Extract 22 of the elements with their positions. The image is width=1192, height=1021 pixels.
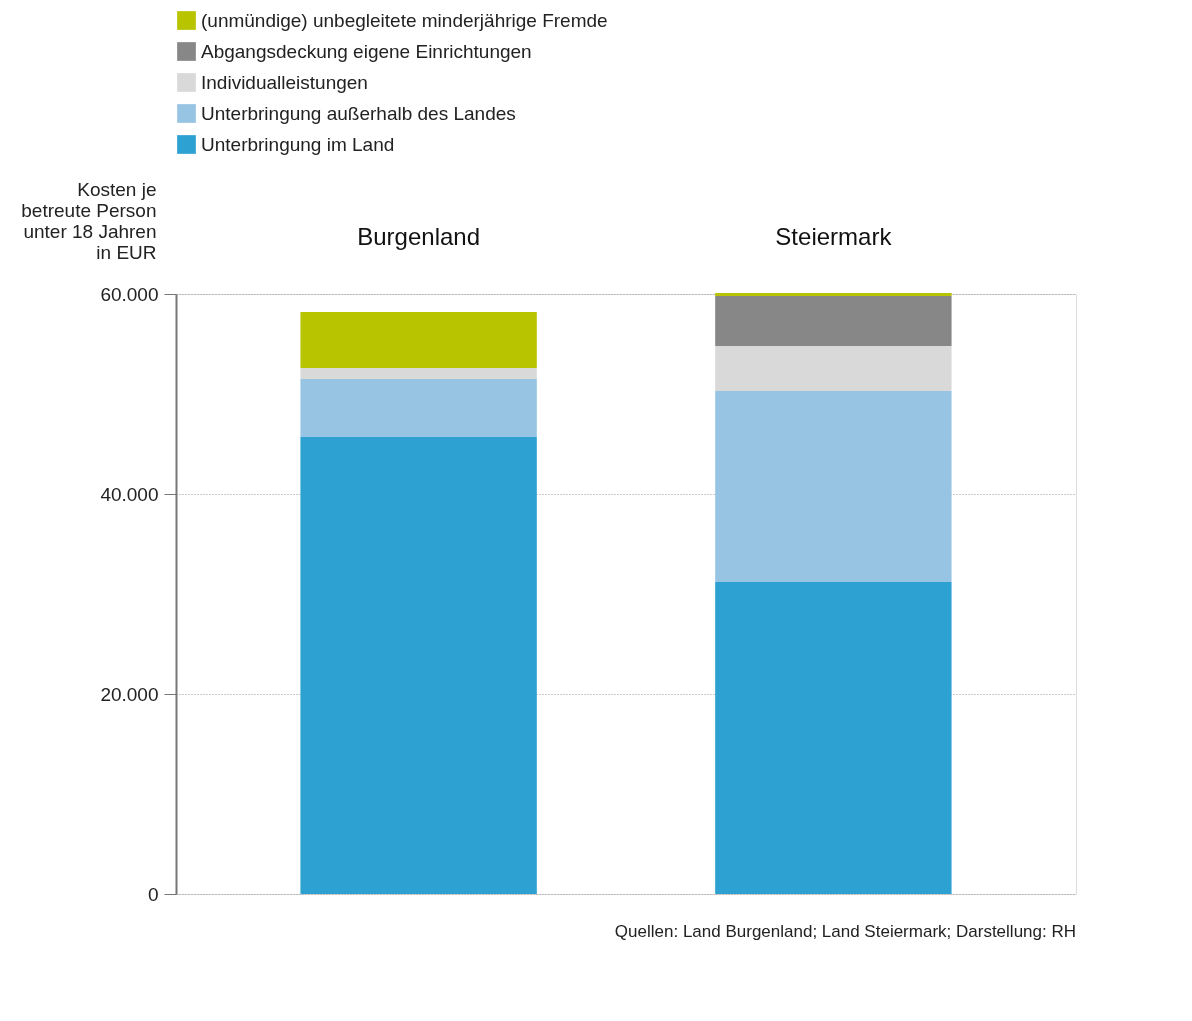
bar xyxy=(715,391,952,582)
bar xyxy=(715,293,952,296)
source-note: Quellen: Land Burgenland; Land Steiermark; Darstellung: RH xyxy=(614,922,1076,941)
y-tick-label: 0 xyxy=(147,883,159,905)
bar xyxy=(300,437,537,894)
legend-label: Abgangsdeckung eigene Einrichtungen xyxy=(201,40,532,62)
bar xyxy=(300,379,537,437)
bar xyxy=(300,368,537,379)
x-tick-label: Burgenland xyxy=(357,222,481,250)
bar xyxy=(300,312,537,368)
legend-label: (unmündige) unbegleitete minderjährige Fremde xyxy=(201,9,608,31)
bar xyxy=(715,582,952,894)
x-tick-label: Steiermark xyxy=(775,222,893,250)
y-tick-label: 20.000 xyxy=(100,683,159,705)
bar xyxy=(715,346,952,391)
legend-label: Unterbringung im Land xyxy=(201,133,395,155)
y-tick-label: 40.000 xyxy=(100,483,159,505)
legend-label: Unterbringung außerhalb des Landes xyxy=(201,102,516,124)
bar xyxy=(715,296,952,346)
legend-label: Individualleistungen xyxy=(201,71,368,93)
y-axis-title: Kosten je betreute Person unter 18 Jahren in EUR xyxy=(21,178,157,263)
y-tick-label: 60.000 xyxy=(100,283,159,305)
